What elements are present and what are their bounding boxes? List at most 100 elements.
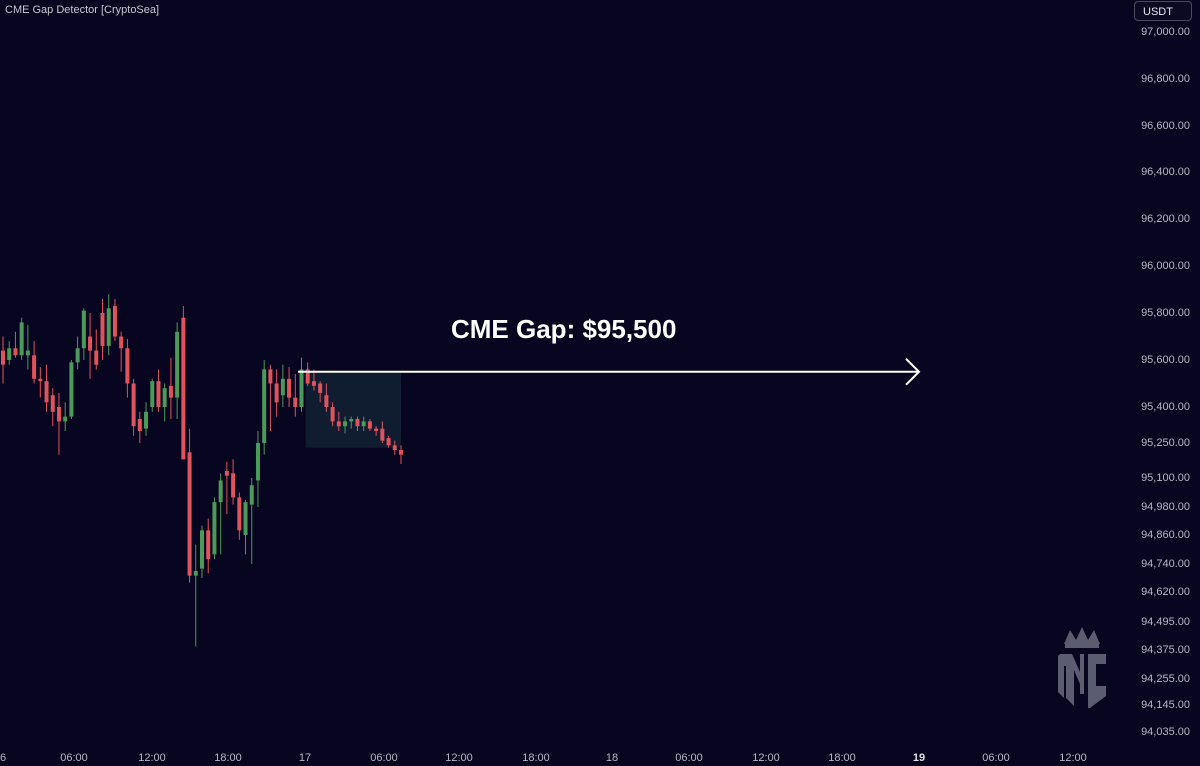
candle	[305, 362, 310, 386]
candle	[392, 440, 397, 455]
cme-gap-annotation: CME Gap: $95,500	[451, 314, 677, 344]
candle	[355, 416, 360, 431]
time-tick-label: 17	[298, 752, 312, 764]
price-tick-label: 95,100.00	[1141, 472, 1190, 484]
candle	[330, 402, 335, 427]
time-tick-label: 12:00	[445, 752, 473, 764]
candle	[274, 369, 279, 417]
price-tick-label: 94,495.00	[1141, 616, 1190, 628]
price-tick-label: 94,255.00	[1141, 673, 1190, 685]
candle	[380, 421, 385, 443]
candle	[386, 435, 391, 448]
price-tick-label: 94,035.00	[1141, 726, 1190, 738]
candle	[218, 473, 223, 555]
candle	[200, 525, 204, 578]
price-chart[interactable]	[0, 0, 1110, 744]
currency-selector[interactable]: USDT	[1134, 1, 1192, 21]
candle	[150, 378, 155, 412]
candle	[137, 411, 142, 443]
candle	[81, 308, 86, 360]
candle	[224, 461, 229, 514]
price-tick-label: 94,375.00	[1141, 644, 1190, 656]
candle	[262, 360, 267, 455]
candle	[299, 357, 304, 412]
time-tick-label: 06:00	[60, 752, 88, 764]
price-tick-label: 97,000.00	[1141, 26, 1190, 38]
cme-gap-arrow	[298, 358, 921, 386]
candle	[237, 492, 242, 540]
candle	[38, 367, 43, 398]
candle	[206, 518, 211, 574]
candle	[168, 357, 173, 419]
candle	[13, 331, 18, 358]
candle	[249, 478, 254, 564]
candle	[324, 383, 329, 412]
time-tick-label: 18	[605, 752, 619, 764]
time-tick-label: 06:00	[982, 752, 1010, 764]
candle	[187, 428, 192, 583]
time-tick-label: 12:00	[752, 752, 780, 764]
time-axis[interactable]: 6 06:00 12:00 18:00 17 06:00 12:00 18:00 18 06:00…	[0, 744, 1110, 766]
candle	[88, 313, 93, 379]
time-tick-label: 18:00	[214, 752, 242, 764]
candle	[361, 416, 366, 431]
candle	[156, 369, 161, 412]
candle	[63, 402, 68, 431]
candle	[56, 392, 61, 455]
price-axis[interactable]: 97,000.00 96,800.00 96,600.00 96,400.00 96,2…	[1110, 0, 1200, 766]
price-tick-label: 95,600.00	[1141, 354, 1190, 366]
price-tick-label: 96,000.00	[1141, 260, 1190, 272]
candle	[69, 360, 74, 419]
price-tick-label: 95,800.00	[1141, 307, 1190, 319]
candle	[293, 374, 298, 417]
candle	[193, 544, 198, 647]
candle	[50, 388, 55, 427]
time-tick-label: 12:00	[138, 752, 166, 764]
indicator-label: CME Gap Detector [CryptoSea]	[5, 4, 160, 16]
candle	[280, 364, 285, 407]
candle	[32, 341, 37, 384]
candle	[131, 378, 136, 436]
candle	[349, 416, 354, 429]
candle	[367, 419, 372, 431]
candle	[399, 445, 403, 464]
candle	[336, 411, 341, 431]
candle	[125, 338, 130, 398]
candle	[374, 426, 379, 436]
time-tick-label: 06:00	[370, 752, 398, 764]
time-tick-label: 19	[912, 752, 926, 764]
candle	[112, 298, 117, 342]
price-tick-label: 96,200.00	[1141, 213, 1190, 225]
price-tick-label: 94,145.00	[1141, 699, 1190, 711]
price-tick-label: 95,400.00	[1141, 401, 1190, 413]
price-tick-label: 94,740.00	[1141, 558, 1190, 570]
price-tick-label: 96,800.00	[1141, 73, 1190, 85]
time-tick-label: 18:00	[828, 752, 856, 764]
time-tick-label: 6	[0, 752, 7, 764]
candle	[44, 364, 49, 412]
price-tick-label: 94,620.00	[1141, 586, 1190, 598]
price-tick-label: 96,400.00	[1141, 166, 1190, 178]
candle	[100, 298, 105, 360]
candle	[255, 431, 260, 507]
price-tick-label: 94,980.00	[1141, 501, 1190, 513]
price-tick-label: 94,860.00	[1141, 529, 1190, 541]
time-tick-label: 18:00	[522, 752, 550, 764]
candle	[1, 336, 5, 384]
candle	[7, 341, 12, 365]
price-tick-label: 96,600.00	[1141, 120, 1190, 132]
candle	[318, 381, 323, 403]
candle	[19, 317, 24, 360]
time-tick-label: 06:00	[675, 752, 703, 764]
time-tick-label: 12:00	[1059, 752, 1087, 764]
candle	[343, 416, 348, 434]
candle	[144, 402, 149, 436]
candle	[175, 322, 180, 419]
crown-logo-icon	[1058, 627, 1106, 708]
candle	[94, 329, 99, 370]
candle	[25, 324, 30, 370]
candle	[212, 497, 217, 560]
candle	[287, 367, 292, 407]
candle	[162, 383, 167, 422]
candle	[243, 499, 248, 555]
